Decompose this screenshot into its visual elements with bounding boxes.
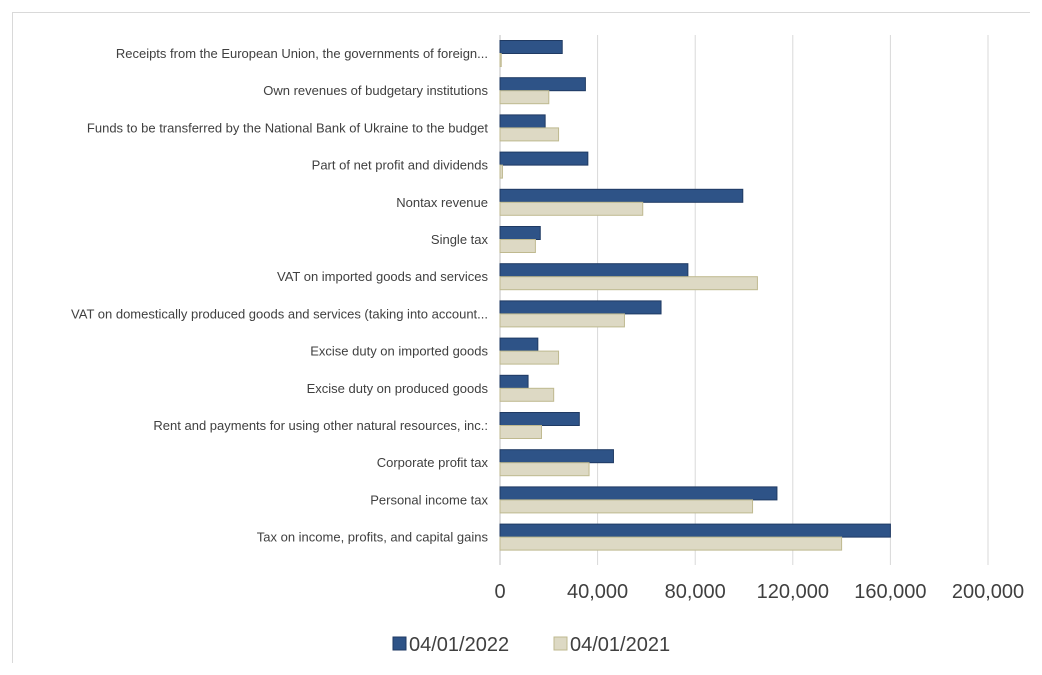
- category-label: VAT on domestically produced goods and s…: [71, 306, 488, 321]
- bar-2021: [499, 499, 754, 514]
- legend-label: 04/01/2021: [570, 634, 670, 656]
- bar-2021: [499, 276, 758, 291]
- bar-2022: [499, 226, 541, 240]
- bar-2022: [499, 486, 778, 501]
- bar-2022: [499, 300, 662, 315]
- x-tick-label: 120,000: [757, 581, 829, 603]
- bar-2022: [499, 188, 744, 203]
- category-label: VAT on imported goods and services: [277, 269, 489, 284]
- category-label: Funds to be transferred by the National …: [87, 120, 488, 135]
- category-label: Single tax: [431, 232, 489, 247]
- category-label: Rent and payments for using other natura…: [153, 418, 488, 433]
- category-label: Corporate profit tax: [377, 455, 489, 470]
- bar-2022: [499, 374, 529, 389]
- category-label: Tax on income, profits, and capital gain…: [257, 530, 489, 545]
- bar-2022: [499, 77, 586, 92]
- bar-2022: [499, 151, 589, 166]
- legend-swatch: [553, 636, 568, 651]
- x-tick-label: 160,000: [854, 581, 926, 603]
- category-label: Excise duty on produced goods: [307, 381, 489, 396]
- bar-2021: [499, 387, 555, 402]
- bars: [499, 40, 891, 551]
- category-label: Own revenues of budgetary institutions: [263, 83, 488, 98]
- bar-2021: [499, 53, 502, 67]
- gridlines: [499, 35, 989, 565]
- legend-label: 04/01/2022: [409, 634, 509, 656]
- legend: 04/01/2022 04/01/2021: [392, 634, 670, 656]
- bar-2021: [499, 201, 644, 216]
- category-labels: Receipts from the European Union, the go…: [71, 46, 488, 545]
- bar-2021: [499, 350, 560, 365]
- bar-2022: [499, 263, 689, 278]
- bar-2021: [499, 127, 560, 142]
- x-tick-label: 80,000: [665, 581, 726, 603]
- bar-2021: [499, 462, 590, 477]
- bar-2022: [499, 449, 614, 464]
- bar-2022: [499, 337, 539, 352]
- category-label: Personal income tax: [370, 492, 488, 507]
- x-tick-labels: 0 40,000 80,000 120,000 160,000 200,000: [494, 581, 1024, 603]
- bar-2022: [499, 114, 546, 129]
- category-label: Part of net profit and dividends: [312, 158, 489, 173]
- category-label: Receipts from the European Union, the go…: [116, 46, 488, 61]
- bar-2022: [499, 412, 580, 426]
- x-tick-label: 0: [494, 581, 505, 603]
- bar-2021: [499, 164, 503, 179]
- category-label: Excise duty on imported goods: [310, 344, 488, 359]
- bar-2021: [499, 425, 542, 439]
- x-tick-label: 200,000: [952, 581, 1024, 603]
- bar-2021: [499, 90, 550, 105]
- category-label: Nontax revenue: [396, 195, 488, 210]
- bar-2022: [499, 40, 563, 54]
- bar-2021: [499, 313, 625, 328]
- x-tick-label: 40,000: [567, 581, 628, 603]
- bar-2021: [499, 239, 536, 253]
- bar-2022: [499, 523, 891, 538]
- legend-swatch: [392, 636, 407, 651]
- bar-2021: [499, 536, 843, 551]
